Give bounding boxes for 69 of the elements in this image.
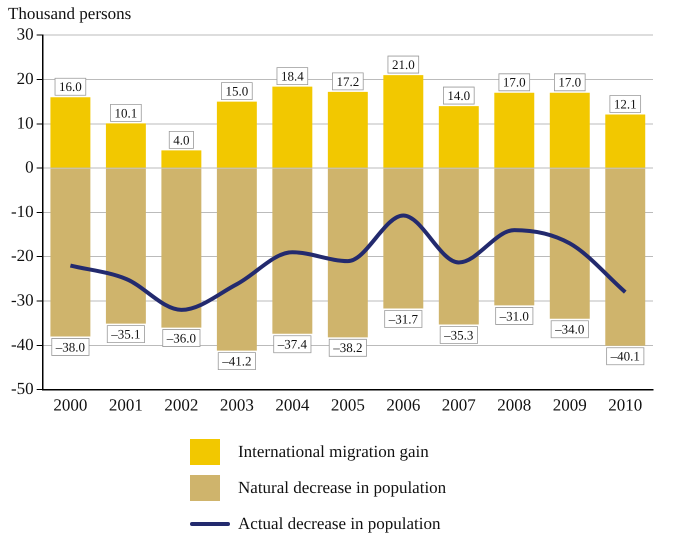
- bar: [50, 168, 90, 336]
- x-tick-label: 2005: [330, 395, 365, 414]
- bar: [272, 86, 312, 168]
- y-tick-label: -10: [10, 202, 34, 221]
- data-label: –38.0: [54, 339, 86, 354]
- bar: [161, 150, 202, 168]
- bar: [106, 168, 146, 324]
- data-label: 10.1: [114, 105, 138, 120]
- data-label: –31.0: [498, 308, 529, 324]
- bar: [383, 75, 424, 168]
- y-tick-label: 10: [16, 113, 34, 132]
- data-label: 4.0: [173, 132, 190, 148]
- data-label: –38.2: [332, 340, 362, 356]
- data-label: –37.4: [276, 336, 308, 352]
- data-label: 15.0: [225, 84, 248, 99]
- x-tick-label: 2004: [275, 395, 310, 414]
- data-label: –34.0: [554, 322, 584, 337]
- x-tick-label: 2001: [108, 395, 143, 414]
- bar: [494, 92, 534, 168]
- y-tick-label: -20: [10, 246, 34, 266]
- bar: [161, 168, 202, 328]
- data-label: 14.0: [447, 88, 470, 103]
- bar: [216, 168, 257, 351]
- x-tick-label: 2010: [608, 395, 642, 414]
- y-tick-label: 20: [16, 68, 34, 88]
- x-tick-label: 2003: [220, 395, 254, 414]
- data-label: 18.4: [280, 68, 304, 84]
- bar: [50, 97, 90, 168]
- data-label: 12.1: [614, 96, 637, 112]
- x-tick-label: 2002: [164, 395, 198, 414]
- data-label: 21.0: [392, 56, 415, 72]
- bar: [494, 168, 534, 306]
- bar: [106, 123, 146, 168]
- data-label: –40.1: [610, 348, 640, 364]
- y-axis-title: Thousand persons: [8, 4, 132, 24]
- legend-label: International migration gain: [238, 442, 429, 462]
- bar: [383, 168, 424, 309]
- data-label: 17.0: [502, 74, 526, 90]
- bar: [605, 168, 646, 346]
- x-tick-label: 2006: [386, 395, 420, 414]
- data-label: –35.3: [443, 327, 474, 342]
- data-label: 17.2: [336, 74, 360, 89]
- data-label: –41.2: [221, 354, 252, 369]
- bar: [328, 92, 368, 168]
- data-label: –35.1: [110, 326, 141, 342]
- data-label: 16.0: [59, 79, 82, 94]
- data-label: 17.0: [558, 74, 582, 90]
- y-tick-label: 0: [25, 158, 34, 177]
- y-tick-label: -40: [10, 334, 34, 354]
- legend-label: Natural decrease in population: [238, 478, 446, 498]
- data-label: –31.7: [388, 311, 418, 326]
- bar: [328, 168, 368, 338]
- x-tick-label: 2008: [497, 395, 532, 414]
- bar: [438, 168, 479, 324]
- x-tick-label: 2000: [53, 395, 88, 414]
- bar: [550, 168, 590, 319]
- legend-label: Actual decrease in population: [238, 514, 441, 534]
- y-tick-label: -50: [10, 379, 34, 398]
- bar: [272, 168, 312, 334]
- y-tick-label: 30: [16, 24, 34, 44]
- data-label: –36.0: [166, 330, 196, 346]
- bar: [438, 106, 479, 168]
- line-series: [68, 214, 628, 312]
- bar: [216, 102, 257, 168]
- bar: [550, 92, 590, 168]
- y-tick-label: -30: [10, 290, 34, 310]
- x-tick-label: 2007: [442, 395, 476, 414]
- bar: [605, 114, 646, 168]
- x-tick-label: 2009: [552, 395, 587, 414]
